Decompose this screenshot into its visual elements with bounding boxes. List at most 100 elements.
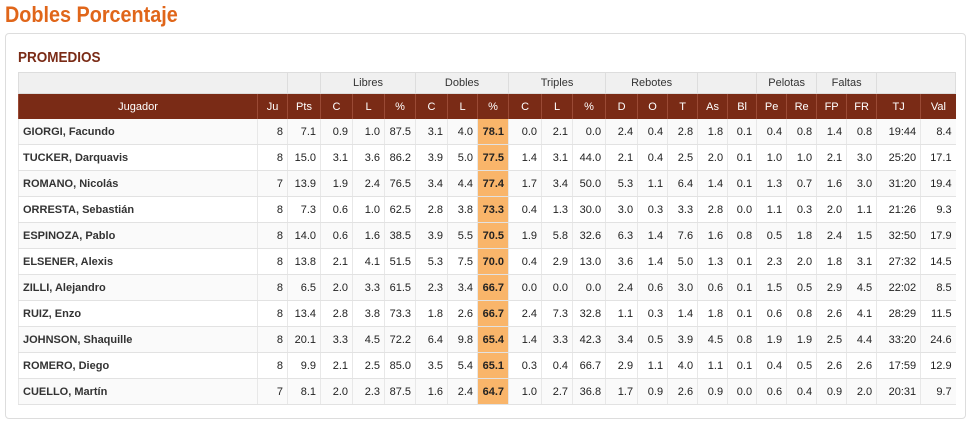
stat-cell: 14.5 [920,248,956,275]
column-header[interactable]: Bl [727,93,757,119]
stat-cell: 0.3 [637,196,668,223]
stat-cell: 72.2 [383,326,416,353]
stat-cell: 0.5 [637,326,668,353]
stat-cell: 5.0 [447,144,478,171]
stat-cell: 3.4 [447,274,478,301]
stat-cell: 8.1 [287,378,321,405]
stat-cell: 51.5 [383,248,416,275]
stat-cell: 0.4 [637,119,668,145]
stat-cell: 2.6 [816,300,847,327]
stat-cell: 1.8 [697,119,728,145]
stat-cell: 1.0 [352,119,385,145]
stat-cell: 17.9 [920,222,956,249]
column-header[interactable]: FP [816,93,847,119]
stat-cell: 38.5 [383,222,416,249]
stat-cell: 19.4 [920,170,956,197]
stat-cell: 7 [257,378,288,405]
stat-cell: 4.5 [697,326,728,353]
column-header[interactable]: L [541,93,573,119]
player-name: ORRESTA, Sebastián [18,196,258,223]
stat-cell: 3.4 [541,170,573,197]
column-header[interactable]: As [697,93,728,119]
player-row: ESPINOZA, Pablo 8 14.0 0.6 1.6 38.5 3.9 5.5 70.5… [18,222,956,249]
stat-cell: 4.4 [846,326,877,353]
column-header[interactable]: Pts [287,93,321,119]
stat-cell: 32.6 [572,222,606,249]
stat-cell: 1.4 [667,300,698,327]
stat-cell: 85.0 [383,352,416,379]
column-header[interactable]: % [383,93,416,119]
stat-cell: 17.1 [920,144,956,171]
stat-cell: 8 [257,196,288,223]
stat-cell: 2.0 [786,248,817,275]
column-header[interactable]: Val [920,93,956,119]
stat-cell: 1.1 [756,196,787,223]
group-header: Dobles [415,72,510,94]
stat-cell: 33:20 [876,326,921,353]
column-header[interactable]: Pe [756,93,787,119]
stat-cell: 4.0 [447,119,478,145]
stat-cell: 2.4 [447,378,478,405]
stat-cell: 4.1 [846,300,877,327]
column-header[interactable]: L [352,93,385,119]
stat-cell: 28:29 [876,300,921,327]
column-header[interactable]: C [415,93,448,119]
player-row: ROMANO, Nicolás 7 13.9 1.9 2.4 76.5 3.4 4.4 77.4… [18,170,956,197]
column-header[interactable]: D [605,93,638,119]
stat-cell: 0.0 [727,196,757,223]
stat-cell: 1.3 [697,248,728,275]
stat-cell: 2.1 [320,248,353,275]
stat-cell: 2.5 [667,144,698,171]
player-row: ZILLI, Alejandro 8 6.5 2.0 3.3 61.5 2.3 3.4 66.7… [18,274,956,301]
column-header[interactable]: T [667,93,698,119]
stat-cell: 2.3 [352,378,385,405]
stat-cell: 0.9 [697,378,728,405]
stat-cell: 66.7 [572,352,606,379]
stat-cell: 2.8 [697,196,728,223]
column-header[interactable]: O [637,93,668,119]
stat-cell: 2.5 [816,326,847,353]
stat-cell: 0.6 [756,378,787,405]
column-header[interactable]: FR [846,93,877,119]
stat-cell: 8 [257,248,288,275]
stat-cell: 2.5 [352,352,385,379]
column-header[interactable]: TJ [876,93,921,119]
stat-cell: 0.3 [508,352,542,379]
group-row: Libres Dobles Triples Rebotes Pelotas Fa… [18,72,957,94]
stat-cell: 0.6 [697,274,728,301]
stat-cell: 1.9 [786,326,817,353]
stat-cell: 87.5 [383,378,416,405]
stat-cell: 3.0 [846,170,877,197]
stat-cell: 3.3 [667,196,698,223]
stat-cell: 1.4 [637,222,668,249]
stat-cell: 1.0 [352,196,385,223]
stat-cell: 5.5 [447,222,478,249]
stat-cell: 2.8 [667,119,698,145]
column-header[interactable]: C [320,93,353,119]
stat-cell: 8 [257,144,288,171]
stat-cell: 2.3 [415,274,448,301]
stat-cell: 77.5 [477,144,509,171]
column-header[interactable]: Re [786,93,817,119]
player-name: ZILLI, Alejandro [18,274,258,301]
stat-cell: 0.3 [786,196,817,223]
player-row: GIORGI, Facundo 8 7.1 0.9 1.0 87.5 3.1 4.0 78.1 0… [18,119,956,145]
column-header[interactable]: % [477,93,509,119]
stat-cell: 2.1 [816,144,847,171]
stat-cell: 8 [257,352,288,379]
stat-cell: 27:32 [876,248,921,275]
player-name: JOHNSON, Shaquille [18,326,258,353]
column-header[interactable]: % [572,93,606,119]
column-header[interactable]: C [508,93,542,119]
stat-cell: 44.0 [572,144,606,171]
column-header[interactable]: L [447,93,478,119]
stat-cell: 3.9 [667,326,698,353]
column-header[interactable]: Jugador [18,93,258,119]
stat-cell: 5.0 [667,248,698,275]
stat-cell: 1.1 [637,352,668,379]
player-row: RUIZ, Enzo 8 13.4 2.8 3.8 73.3 1.8 2.6 66.7 2.4 7.… [18,300,956,327]
stat-cell: 0.1 [727,300,757,327]
column-header[interactable]: Ju [257,93,288,119]
player-name: GIORGI, Facundo [18,119,258,145]
